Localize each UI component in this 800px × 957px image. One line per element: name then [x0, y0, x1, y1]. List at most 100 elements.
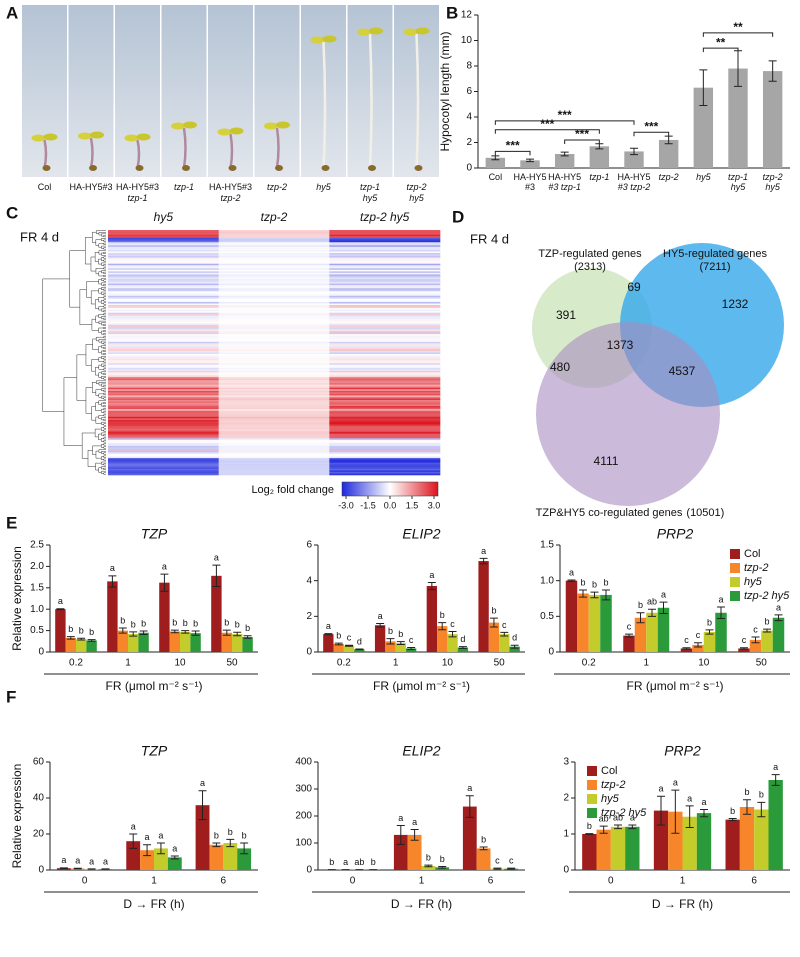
- significance-letter: a: [773, 762, 778, 772]
- heatmap-row: [218, 380, 330, 382]
- heatmap-row: [329, 384, 441, 387]
- heatmap-row: [329, 403, 441, 405]
- heatmap-row: [218, 357, 330, 359]
- heatmap-row: [218, 242, 330, 245]
- heatmap-row: [218, 355, 330, 358]
- heatmap-row: [218, 392, 330, 395]
- significance-letter: ab: [647, 597, 657, 607]
- heatmap-row: [329, 380, 441, 382]
- heatmap-row: [329, 334, 441, 336]
- error-bar: [345, 644, 354, 647]
- heatmap-row: [218, 370, 330, 373]
- heatmap-row: [329, 458, 441, 460]
- bar: [668, 811, 683, 870]
- heatmap-row: [108, 309, 219, 312]
- heatmap-row: [329, 450, 441, 453]
- heatmap-row: [218, 279, 330, 281]
- bar: [646, 612, 658, 652]
- heatmap-row: [329, 416, 441, 419]
- heatmap-row: [108, 392, 219, 395]
- heatmap-row: [108, 435, 219, 438]
- bar: [693, 87, 714, 168]
- seedling-stem: [229, 133, 234, 169]
- heatmap-row: [329, 427, 441, 430]
- heatmap-row: [108, 331, 219, 333]
- heatmap-row: [329, 237, 441, 240]
- significance-stars: **: [716, 35, 726, 49]
- bar: [195, 805, 210, 870]
- seed: [89, 165, 97, 171]
- significance-bracket: [494, 150, 531, 156]
- bar: [520, 160, 540, 168]
- heatmap-row: [108, 263, 219, 266]
- heatmap-row: [329, 453, 441, 456]
- heatmap-row: [218, 315, 330, 318]
- panel-letter: C: [6, 203, 18, 222]
- heatmap-row: [329, 436, 441, 439]
- heatmap-row: [329, 412, 441, 415]
- error-bar: [438, 622, 447, 631]
- y-tick-label: 2: [466, 137, 472, 148]
- seedling-photo: [22, 5, 67, 177]
- heatmap-row: [108, 424, 219, 427]
- seedling-photo: [254, 5, 300, 177]
- heatmap-row: [329, 248, 441, 251]
- error-bar: [768, 60, 777, 82]
- error-bar: [500, 631, 509, 637]
- heatmap-row: [329, 268, 441, 271]
- heatmap-row: [329, 373, 441, 376]
- y-tick-label: 100: [295, 838, 312, 849]
- cotyledon: [229, 127, 244, 135]
- significance-letter: a: [158, 830, 163, 840]
- heatmap-row: [329, 438, 441, 441]
- heatmap-row: [108, 324, 219, 327]
- x-tick-label: 1: [419, 876, 425, 887]
- bar: [385, 641, 396, 652]
- heatmap-row: [108, 367, 219, 370]
- heatmap-row: [329, 328, 441, 330]
- heatmap-row: [329, 240, 441, 243]
- heatmap-row: [218, 377, 330, 379]
- heatmap-row: [329, 283, 441, 286]
- error-bar: [526, 158, 534, 163]
- significance-bracket: [564, 139, 600, 144]
- significance-letter: a: [200, 778, 205, 788]
- y-tick-label: 6: [466, 86, 472, 97]
- venn-count: 69: [627, 280, 641, 294]
- venn-set-count: (2313): [574, 261, 606, 273]
- heatmap-row: [329, 317, 441, 320]
- photo-label-line: tzp-2: [406, 182, 426, 192]
- heatmap-row: [329, 252, 441, 255]
- bar: [343, 645, 355, 652]
- heatmap-row: [329, 308, 441, 310]
- heatmap-row: [218, 389, 330, 392]
- heatmap-row: [218, 393, 330, 396]
- significance-letter: c: [509, 855, 514, 865]
- y-tick-label: 0: [38, 865, 44, 876]
- heatmap-row: [218, 433, 330, 436]
- heatmap-row: [108, 380, 219, 382]
- bar: [499, 634, 510, 652]
- heatmap-row: [108, 461, 219, 464]
- heatmap-row: [218, 257, 330, 260]
- heatmap-row: [218, 418, 330, 421]
- heatmap-row: [329, 363, 441, 366]
- heatmap-row: [329, 439, 441, 442]
- heatmap-row: [329, 464, 441, 467]
- error-bar: [657, 795, 665, 826]
- heatmap-row: [329, 465, 441, 468]
- error-bar: [233, 631, 242, 637]
- heatmap-row: [108, 306, 219, 309]
- heatmap-row: [329, 239, 441, 242]
- heatmap-row: [329, 292, 441, 295]
- heatmap-row: [329, 387, 441, 390]
- heatmap-row: [108, 406, 219, 408]
- photo-label: HA-HY5#3: [69, 182, 112, 192]
- heatmap-row: [329, 233, 441, 235]
- x-tick-label-line: hy5: [696, 172, 712, 182]
- heatmap-row: [108, 370, 219, 373]
- bar: [588, 594, 601, 652]
- significance-letter: a: [673, 777, 678, 787]
- significance-letter: a: [701, 797, 706, 807]
- x-tick-label: 6: [751, 876, 757, 887]
